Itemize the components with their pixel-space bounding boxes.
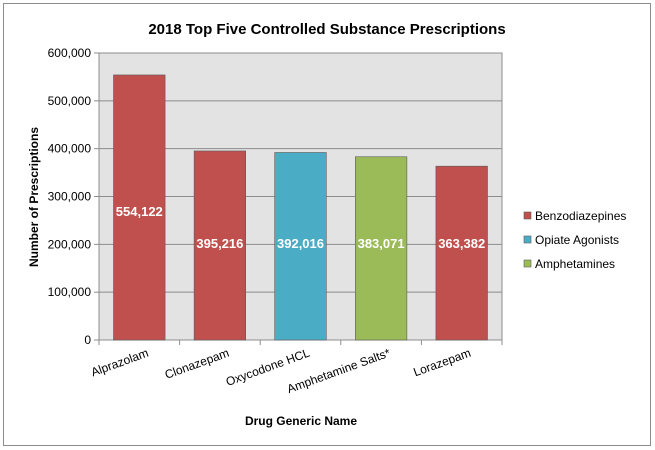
bar-value-label: 383,071 <box>358 236 405 251</box>
bar-value-label: 395,216 <box>196 236 243 251</box>
legend: Benzodiazepines Opiate Agonists Amphetamin… <box>523 209 626 271</box>
y-axis-tick-labels: 0 100,000 200,000 300,000 400,000 500,000 600,… <box>48 46 92 347</box>
bar <box>355 156 408 341</box>
chart-title: 2018 Top Five Controlled Substance Presc… <box>148 21 505 38</box>
y-tick-label: 600,000 <box>48 46 92 60</box>
x-tick-label: Alprazolam <box>89 346 150 380</box>
bar <box>113 74 166 341</box>
x-axis-label: Drug Generic Name <box>245 414 357 428</box>
y-tick-label: 100,000 <box>48 285 92 299</box>
bar <box>435 165 488 341</box>
bar-value-label: 363,382 <box>438 236 485 251</box>
bar-value-label: 392,016 <box>277 236 324 251</box>
x-tick-label: Lorazepam <box>412 346 473 380</box>
bar <box>274 152 327 341</box>
bars: 554,122 395,216 392,016 383,071 363,382 <box>113 74 488 341</box>
legend-label: Benzodiazepines <box>535 209 626 223</box>
y-tick-label: 200,000 <box>48 237 92 251</box>
bar <box>193 150 246 341</box>
legend-swatch <box>523 235 532 244</box>
y-tick-label: 300,000 <box>48 190 92 204</box>
bar-value-label: 554,122 <box>116 204 163 219</box>
y-tick-label: 400,000 <box>48 142 92 156</box>
y-axis-label: Number of Prescriptions <box>27 127 41 267</box>
y-tick-label: 0 <box>84 333 91 347</box>
legend-label: Amphetamines <box>535 257 615 271</box>
legend-swatch <box>523 211 532 220</box>
x-tick-label: Clonazepam <box>163 346 231 382</box>
legend-label: Opiate Agonists <box>535 233 619 247</box>
legend-swatch <box>523 259 532 268</box>
y-tick-label: 500,000 <box>48 94 92 108</box>
